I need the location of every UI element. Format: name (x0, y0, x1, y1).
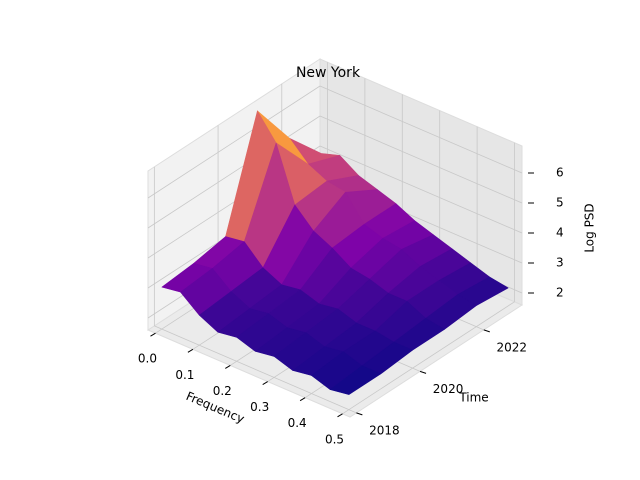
x-tick (150, 332, 156, 337)
surface-patch (329, 365, 382, 395)
grid-line (342, 301, 515, 415)
z-tick-label: 5 (556, 196, 564, 210)
x-tick (299, 397, 306, 402)
grid-line (319, 115, 523, 204)
x-tick (187, 348, 194, 353)
grid-line (319, 145, 523, 234)
z-tick-label: 3 (556, 256, 564, 270)
surface (161, 110, 509, 395)
y-axis-label: Time (458, 391, 488, 405)
y-tick-label: 2020 (433, 382, 464, 396)
z-axis-label: Log PSD (583, 203, 597, 252)
y-tick (483, 329, 490, 333)
x-tick (225, 365, 231, 369)
y-tick (419, 370, 427, 374)
labels: 0.0 0.1 0.2 0.3 0.4 0.5 2018 2020 2022 2 3 4 5 6 (138, 166, 564, 447)
x-tick-label: 0.5 (325, 432, 344, 446)
z-tick-label: 4 (556, 226, 564, 240)
x-tick-label: 0.3 (250, 400, 269, 414)
x-tick (262, 381, 268, 385)
y-tick (356, 412, 363, 416)
x-tick-label: 0.1 (175, 368, 194, 382)
grid-line (154, 325, 357, 414)
grid-line (319, 85, 523, 174)
x-tick-label: 0.2 (213, 384, 232, 398)
x-tick-label: 0.4 (288, 416, 307, 430)
chart-title: New York (296, 65, 361, 81)
x-tick-label: 0.0 (138, 352, 157, 366)
grid-line (147, 85, 321, 199)
x-tick (337, 413, 343, 418)
y-tick-label: 2022 (497, 340, 528, 354)
grid-line (147, 115, 321, 229)
z-tick-label: 2 (556, 286, 564, 300)
z-tick-label: 6 (556, 166, 564, 180)
y-tick-label: 2018 (369, 423, 400, 437)
